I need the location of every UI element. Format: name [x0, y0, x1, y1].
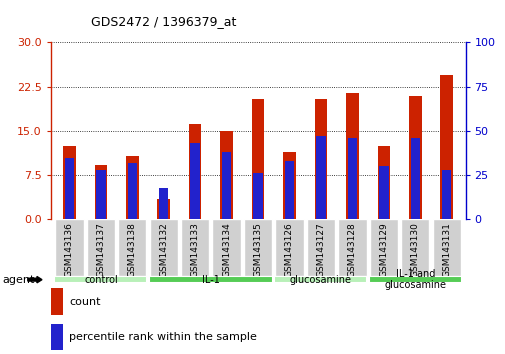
Bar — [377, 146, 389, 219]
Bar — [127, 163, 137, 219]
FancyBboxPatch shape — [274, 276, 367, 283]
FancyBboxPatch shape — [148, 276, 273, 283]
FancyBboxPatch shape — [55, 219, 83, 276]
Bar — [439, 75, 452, 219]
Bar — [345, 93, 358, 219]
Bar — [159, 188, 168, 219]
Bar — [314, 98, 327, 219]
Bar — [65, 158, 74, 219]
Text: count: count — [69, 297, 100, 307]
Bar — [253, 173, 262, 219]
Text: GSM143138: GSM143138 — [128, 222, 136, 277]
Text: GSM143134: GSM143134 — [222, 222, 231, 277]
FancyBboxPatch shape — [243, 219, 272, 276]
FancyBboxPatch shape — [400, 219, 429, 276]
Bar — [410, 138, 419, 219]
Bar — [50, 288, 63, 315]
Bar — [157, 199, 170, 219]
Bar — [63, 146, 76, 219]
Text: IL-1 and
glucosamine: IL-1 and glucosamine — [383, 269, 445, 291]
Text: control: control — [84, 275, 118, 285]
FancyBboxPatch shape — [368, 276, 461, 283]
FancyBboxPatch shape — [212, 219, 240, 276]
Text: GSM143128: GSM143128 — [347, 222, 356, 277]
Text: IL-1: IL-1 — [201, 275, 219, 285]
Bar — [284, 161, 293, 219]
FancyBboxPatch shape — [86, 219, 115, 276]
Text: GSM143136: GSM143136 — [65, 222, 74, 277]
Bar — [96, 170, 106, 219]
FancyBboxPatch shape — [432, 219, 460, 276]
Bar — [283, 152, 295, 219]
Text: GDS2472 / 1396379_at: GDS2472 / 1396379_at — [91, 15, 236, 28]
FancyBboxPatch shape — [149, 219, 178, 276]
FancyBboxPatch shape — [275, 219, 303, 276]
Text: GSM143126: GSM143126 — [284, 222, 293, 277]
FancyBboxPatch shape — [54, 276, 147, 283]
Text: GSM143135: GSM143135 — [253, 222, 262, 277]
FancyBboxPatch shape — [369, 219, 397, 276]
Text: GSM143127: GSM143127 — [316, 222, 325, 277]
Text: GSM143131: GSM143131 — [441, 222, 450, 277]
Bar — [188, 124, 201, 219]
Bar — [126, 156, 138, 219]
Bar — [220, 131, 232, 219]
FancyBboxPatch shape — [181, 219, 209, 276]
Text: percentile rank within the sample: percentile rank within the sample — [69, 332, 257, 342]
Text: GSM143132: GSM143132 — [159, 222, 168, 277]
Bar — [222, 152, 231, 219]
Text: GSM143137: GSM143137 — [96, 222, 105, 277]
FancyBboxPatch shape — [118, 219, 146, 276]
Bar — [251, 98, 264, 219]
Bar — [50, 324, 63, 350]
Bar — [408, 96, 421, 219]
Bar — [94, 165, 107, 219]
Text: glucosamine: glucosamine — [289, 275, 351, 285]
FancyBboxPatch shape — [337, 219, 366, 276]
Text: GSM143130: GSM143130 — [410, 222, 419, 277]
Bar — [378, 166, 388, 219]
FancyBboxPatch shape — [306, 219, 334, 276]
Bar — [190, 143, 199, 219]
Text: agent: agent — [3, 275, 35, 285]
Text: GSM143133: GSM143133 — [190, 222, 199, 277]
Text: GSM143129: GSM143129 — [379, 222, 387, 277]
Bar — [441, 170, 450, 219]
Bar — [316, 136, 325, 219]
Bar — [347, 138, 357, 219]
